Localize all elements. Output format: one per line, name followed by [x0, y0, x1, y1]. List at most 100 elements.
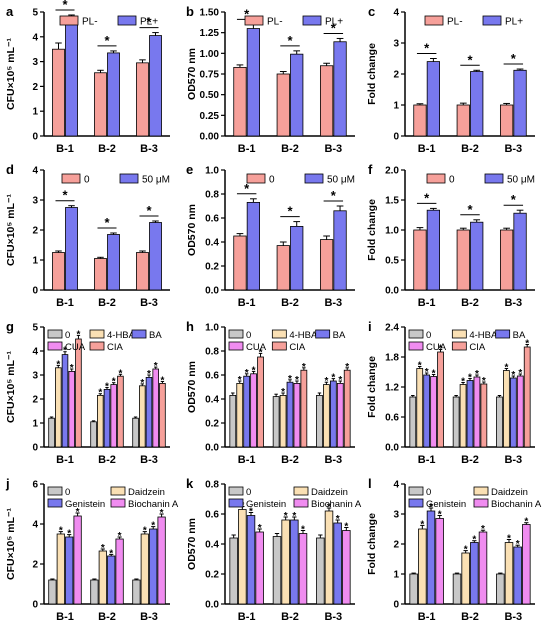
bar — [413, 104, 427, 137]
significance-star: * — [336, 514, 340, 525]
y-tick-label: 0.6 — [205, 214, 219, 225]
legend-swatch — [244, 15, 264, 26]
bar — [107, 52, 120, 137]
y-tick-label: 3 — [32, 371, 38, 382]
significance-star: * — [331, 20, 337, 35]
x-tick-label: B-3 — [140, 454, 158, 466]
y-tick-label: 3 — [393, 39, 399, 50]
panel-letter: a — [6, 4, 14, 19]
significance-star: * — [258, 523, 262, 534]
y-tick-label: 0.2 — [205, 570, 219, 581]
x-tick-label: B-1 — [56, 611, 74, 623]
bar — [452, 396, 460, 448]
significance-star: * — [147, 369, 151, 380]
bar — [48, 579, 57, 605]
y-tick-label: 0.50 — [200, 90, 220, 101]
panel-c: c 0 1 2 3 4 Fold change B-1 B-2 B-3 * * * PL- PL+ — [366, 4, 535, 155]
legend-swatch — [473, 486, 489, 496]
x-tick-label: B-2 — [461, 454, 479, 466]
significance-star: * — [160, 508, 164, 519]
legend-label: 0 — [65, 487, 70, 498]
y-axis-label: CFU×10⁵ mL⁻¹ — [5, 193, 17, 266]
legend-label: PL+ — [140, 17, 158, 28]
y-tick-label: 1.0 — [385, 226, 399, 237]
y-axis-label: Fold change — [366, 356, 378, 418]
y-tick-label: 2 — [393, 540, 399, 551]
bar — [246, 28, 261, 137]
x-tick-label: B-3 — [140, 297, 158, 309]
x-tick-label: B-2 — [461, 611, 479, 623]
legend-swatch — [117, 15, 137, 26]
x-tick-label: B-2 — [281, 611, 299, 623]
bar — [246, 201, 261, 291]
x-tick-label: B-1 — [418, 143, 436, 155]
significance-star: * — [245, 368, 249, 379]
significance-star: * — [63, 346, 67, 357]
significance-star: * — [105, 381, 109, 392]
bar — [499, 229, 514, 291]
significance-star: * — [418, 361, 422, 372]
bar — [324, 510, 334, 605]
significance-star: * — [244, 6, 250, 21]
legend-label: CUA — [65, 342, 86, 353]
y-tick-label: 0.5 — [385, 256, 399, 267]
x-tick-label: B-2 — [281, 454, 299, 466]
legend-label: 0 — [269, 175, 275, 186]
significance-star: * — [424, 190, 430, 205]
legend-label: CUA — [246, 342, 267, 353]
y-tick-label: 0 — [32, 600, 38, 611]
y-tick-label: 0 — [32, 443, 38, 454]
y-tick-label: 0.25 — [200, 111, 220, 122]
y-tick-label: 4 — [393, 480, 399, 491]
bar — [250, 373, 257, 448]
bar — [97, 394, 104, 448]
legend-swatch — [131, 329, 147, 339]
bar — [257, 356, 264, 448]
y-tick-label: 0 — [32, 286, 38, 297]
legend-swatch — [119, 173, 139, 184]
legend-label: Daidzein — [128, 487, 165, 498]
y-tick-label: 2.0 — [385, 166, 399, 177]
bar — [336, 382, 344, 448]
bar — [65, 19, 78, 137]
y-tick-label: 0.2 — [205, 262, 219, 273]
legend-swatch — [228, 341, 244, 351]
significance-star: * — [104, 215, 110, 230]
bar — [333, 210, 347, 291]
y-tick-label: 3 — [32, 196, 38, 207]
legend-swatch — [408, 341, 424, 351]
legend-label: Genistein — [426, 499, 466, 510]
significance-star: * — [507, 534, 511, 545]
legend-swatch — [89, 341, 105, 351]
y-tick-label: 1.0 — [205, 323, 219, 334]
y-tick-label: 2 — [32, 82, 38, 93]
significance-star: * — [511, 370, 515, 381]
y-tick-label: 0.8 — [205, 480, 219, 491]
bar — [452, 573, 462, 605]
bar — [94, 72, 107, 137]
y-tick-label: 0.00 — [200, 132, 220, 143]
legend-swatch — [47, 498, 63, 508]
bar — [68, 370, 75, 448]
x-tick-label: B-1 — [238, 611, 256, 623]
y-tick-label: 2 — [393, 70, 399, 81]
y-tick-label: 0.0 — [205, 443, 219, 454]
significance-star: * — [420, 519, 424, 530]
significance-star: * — [151, 521, 155, 532]
panel-letter: e — [186, 162, 193, 177]
panel-letter: h — [186, 319, 194, 334]
y-tick-label: 0.8 — [205, 190, 219, 201]
legend-swatch — [408, 329, 424, 339]
legend-swatch — [293, 486, 309, 496]
legend-label: PL- — [447, 17, 463, 28]
bar — [513, 69, 527, 137]
y-axis-label: OD570 nm — [186, 48, 198, 100]
y-tick-label: 0.2 — [205, 419, 219, 430]
y-tick-label: 1.00 — [200, 49, 220, 60]
significance-star: * — [482, 376, 486, 387]
bar — [115, 538, 124, 605]
y-tick-label: 0.0 — [385, 286, 399, 297]
legend-label: 0 — [426, 330, 431, 341]
x-tick-label: B-3 — [140, 143, 158, 155]
